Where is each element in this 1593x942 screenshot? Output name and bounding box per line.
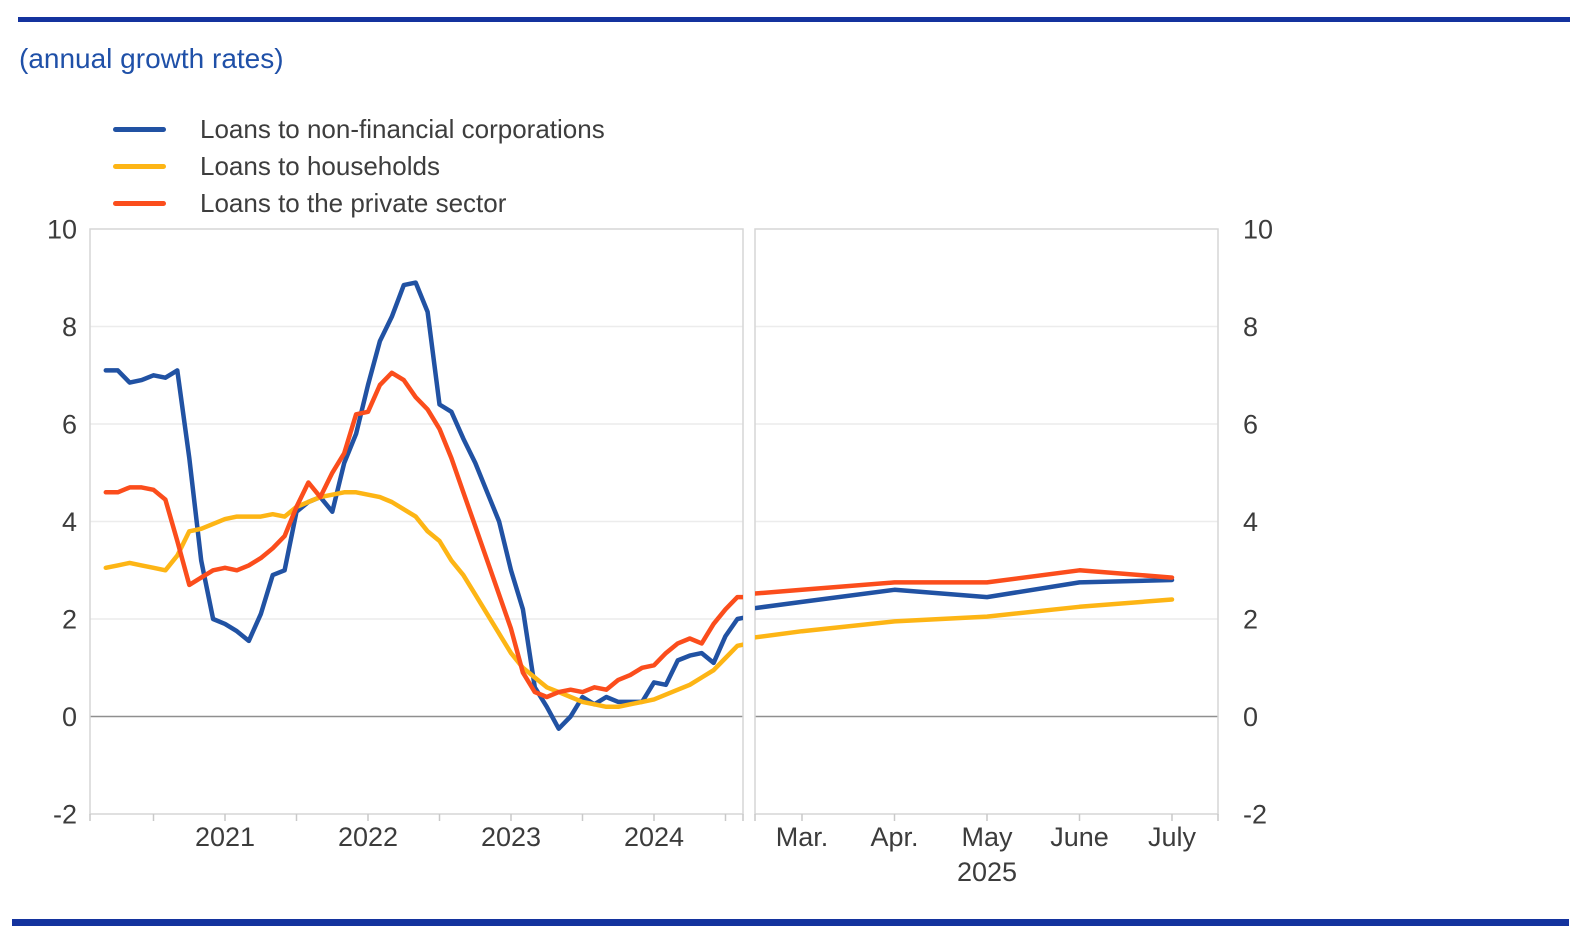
y-tick-label-left: 2: [62, 605, 77, 635]
chart-legend: Loans to non-financial corporations Loan…: [113, 111, 605, 222]
x-tick-label: 2021: [195, 822, 255, 852]
y-tick-label-left: -2: [53, 800, 77, 830]
chart-subtitle: (annual growth rates): [19, 43, 284, 74]
y-tick-label-right: 6: [1243, 410, 1258, 440]
legend-label-nfc: Loans to non-financial corporations: [200, 114, 605, 144]
x-tick-label: July: [1148, 822, 1197, 852]
x-tick-label: June: [1050, 822, 1109, 852]
top-divider-rule: [18, 17, 1570, 22]
x-year-label: 2025: [957, 857, 1017, 887]
private-sector-line-swatch: [113, 201, 166, 206]
x-tick-label: May: [961, 822, 1013, 852]
legend-label-households: Loans to households: [200, 151, 440, 181]
series-line-red: [103, 370, 743, 700]
panel-frame: [89, 228, 744, 815]
bottom-divider-rule: [12, 919, 1569, 926]
series-line-yellow: [103, 490, 743, 710]
legend-label-private-sector: Loans to the private sector: [200, 188, 507, 218]
series-line-blue: [103, 280, 743, 731]
x-tick-label: Mar.: [776, 822, 829, 852]
y-tick-label-left: 10: [47, 215, 77, 245]
y-tick-label-right: 8: [1243, 312, 1258, 342]
y-tick-label-right: 10: [1243, 215, 1273, 245]
x-tick-label: 2024: [624, 822, 684, 852]
series-line-red: [755, 568, 1175, 596]
y-tick-label-left: 4: [62, 507, 77, 537]
y-tick-label-right: 0: [1243, 702, 1258, 732]
series-line-blue: [755, 577, 1175, 611]
x-tick-label: Apr.: [870, 822, 918, 852]
y-tick-label-left: 0: [62, 702, 77, 732]
x-tick-label: 2022: [338, 822, 398, 852]
y-tick-label-right: 2: [1243, 605, 1258, 635]
legend-item-private-sector: Loans to the private sector: [113, 185, 605, 222]
y-tick-label-left: 8: [62, 312, 77, 342]
y-tick-label-left: 6: [62, 410, 77, 440]
y-tick-label-right: -2: [1243, 800, 1267, 830]
y-tick-label-right: 4: [1243, 507, 1258, 537]
series-line-yellow: [755, 597, 1175, 640]
x-tick-label: 2023: [481, 822, 541, 852]
households-line-swatch: [113, 164, 166, 169]
legend-item-nfc: Loans to non-financial corporations: [113, 111, 605, 148]
legend-item-households: Loans to households: [113, 148, 605, 185]
nfc-line-swatch: [113, 127, 166, 132]
